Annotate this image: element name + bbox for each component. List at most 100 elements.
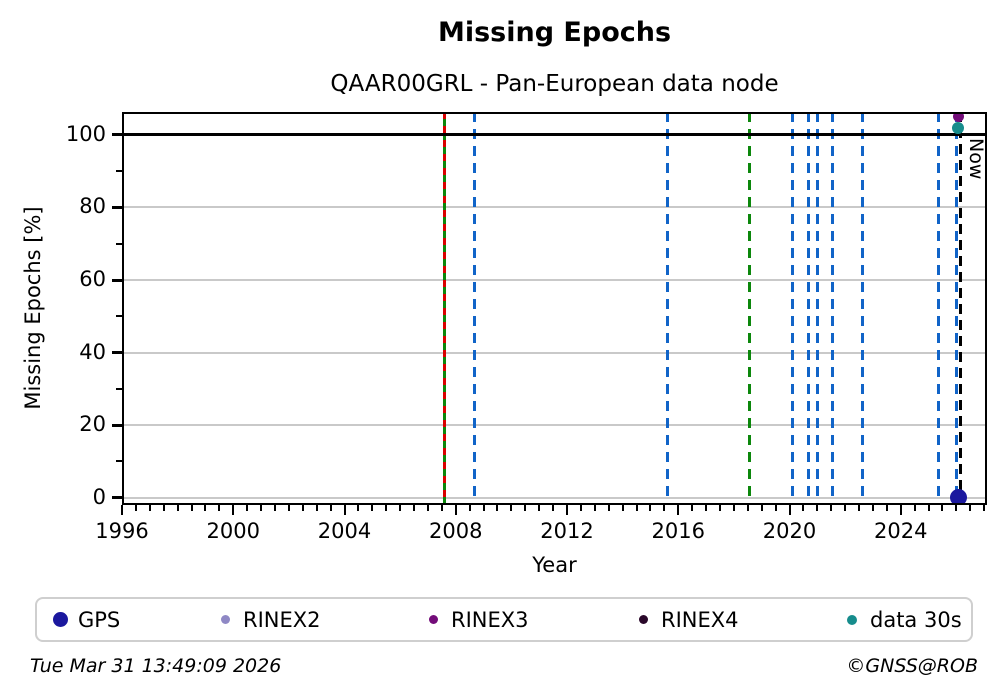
x-minor-tick xyxy=(858,505,861,511)
x-minor-tick xyxy=(399,505,402,511)
y-major-tick xyxy=(112,351,122,355)
x-tick-label: 2000 xyxy=(206,519,260,543)
x-minor-tick xyxy=(385,505,388,511)
event-line xyxy=(807,112,811,505)
grid-line xyxy=(122,279,987,281)
legend: GPS RINEX2 RINEX3 RINEX4 data 30s xyxy=(35,597,973,642)
x-minor-tick xyxy=(802,505,805,511)
x-minor-tick xyxy=(718,505,721,511)
legend-item-rinex3: RINEX3 xyxy=(429,608,529,632)
x-minor-tick xyxy=(426,505,429,511)
legend-marker-icon xyxy=(221,615,230,624)
y-major-tick xyxy=(112,133,122,137)
y-major-tick xyxy=(112,205,122,209)
legend-label: RINEX3 xyxy=(451,607,529,632)
x-major-tick xyxy=(121,505,123,515)
x-minor-tick xyxy=(774,505,777,511)
x-minor-tick xyxy=(593,505,596,511)
x-minor-tick xyxy=(621,505,624,511)
x-minor-tick xyxy=(691,505,694,511)
event-line xyxy=(443,112,447,505)
x-minor-tick xyxy=(732,505,735,511)
y-tick-label: 20 xyxy=(79,412,106,437)
x-minor-tick xyxy=(134,505,137,511)
x-minor-tick xyxy=(315,505,318,511)
x-minor-tick xyxy=(760,505,763,511)
event-line xyxy=(473,112,477,505)
x-minor-tick xyxy=(885,505,888,511)
x-minor-tick xyxy=(983,505,986,511)
x-major-tick xyxy=(343,505,346,515)
legend-marker-icon xyxy=(639,615,648,624)
x-minor-tick xyxy=(955,505,958,511)
x-minor-tick xyxy=(607,505,610,511)
y-tick-label: 0 xyxy=(92,484,106,509)
x-tick-label: 2024 xyxy=(874,519,928,543)
x-minor-tick xyxy=(927,505,930,511)
x-minor-tick xyxy=(816,505,819,511)
grid-line xyxy=(122,424,987,427)
x-minor-tick xyxy=(746,505,749,511)
footer-timestamp: Tue Mar 31 13:49:09 2026 xyxy=(30,655,282,677)
chart-subtitle: QAAR00GRL - Pan-European data node xyxy=(330,71,779,97)
x-minor-tick xyxy=(969,505,972,511)
event-line xyxy=(954,112,958,505)
x-minor-tick xyxy=(468,505,471,511)
x-minor-tick xyxy=(176,505,179,511)
x-minor-tick xyxy=(844,505,847,511)
x-minor-tick xyxy=(941,505,944,511)
x-minor-tick xyxy=(260,505,263,511)
plot-area: Now xyxy=(122,112,987,505)
x-minor-tick xyxy=(871,505,874,511)
data-point-data-30s xyxy=(952,121,965,134)
event-line xyxy=(815,112,819,505)
x-minor-tick xyxy=(705,505,708,511)
x-tick-label: 1996 xyxy=(95,519,149,543)
x-minor-tick xyxy=(830,505,833,511)
legend-marker-icon xyxy=(847,614,857,625)
now-line xyxy=(958,112,962,505)
x-minor-tick xyxy=(663,505,666,511)
grid-line xyxy=(122,496,987,499)
x-tick-label: 2020 xyxy=(762,519,817,543)
event-line xyxy=(790,112,794,505)
x-major-tick xyxy=(454,505,457,515)
x-tick-label: 2012 xyxy=(540,519,594,543)
x-minor-tick xyxy=(524,505,527,511)
x-minor-tick xyxy=(413,505,416,511)
x-minor-tick xyxy=(218,505,221,511)
x-major-tick xyxy=(232,505,235,515)
x-minor-tick xyxy=(357,505,360,511)
x-minor-tick xyxy=(649,505,652,511)
x-minor-tick xyxy=(635,505,638,511)
x-minor-tick xyxy=(204,505,207,511)
x-minor-tick xyxy=(579,505,582,511)
event-line xyxy=(830,112,834,505)
grid-line xyxy=(122,206,987,209)
legend-item-data-30s: data 30s xyxy=(847,608,962,632)
x-minor-tick xyxy=(246,505,249,511)
x-minor-tick xyxy=(552,505,555,511)
y-tick-label: 100 xyxy=(65,121,106,146)
hline-100 xyxy=(122,133,987,137)
x-minor-tick xyxy=(329,505,332,511)
y-major-tick xyxy=(112,278,122,282)
x-major-tick xyxy=(788,505,791,515)
now-line-label: Now xyxy=(965,138,987,180)
x-axis-label: Year xyxy=(532,553,577,577)
x-tick-label: 2016 xyxy=(651,519,705,543)
legend-label: RINEX2 xyxy=(243,607,321,632)
legend-marker-icon xyxy=(429,615,438,624)
x-minor-tick xyxy=(440,505,443,511)
x-major-tick xyxy=(677,505,680,515)
x-minor-tick xyxy=(190,505,193,511)
event-line xyxy=(747,112,751,505)
legend-label: RINEX4 xyxy=(661,607,739,632)
x-major-tick xyxy=(899,505,902,515)
event-line xyxy=(860,112,864,505)
legend-item-rinex4: RINEX4 xyxy=(639,608,739,632)
grid-line xyxy=(122,351,987,354)
event-line xyxy=(936,112,940,505)
x-tick-label: 2004 xyxy=(317,519,372,543)
